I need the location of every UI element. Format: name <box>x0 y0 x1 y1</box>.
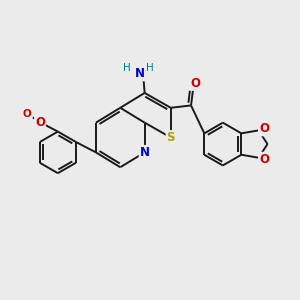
Text: H: H <box>146 63 154 73</box>
Text: S: S <box>167 131 175 144</box>
Text: O: O <box>259 153 269 166</box>
Text: N: N <box>140 146 150 159</box>
Text: O: O <box>23 109 32 119</box>
Text: O: O <box>190 77 200 90</box>
Text: N: N <box>135 68 145 80</box>
Text: O: O <box>35 116 45 129</box>
Text: H: H <box>123 63 131 73</box>
Text: O: O <box>259 122 269 135</box>
